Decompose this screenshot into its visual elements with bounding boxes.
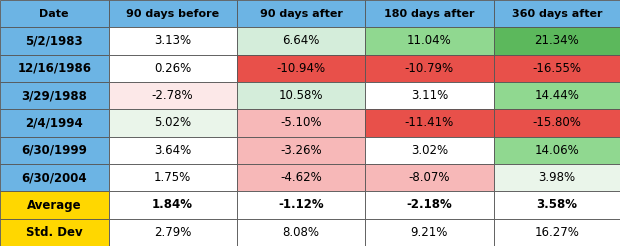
Text: 5.02%: 5.02% bbox=[154, 117, 191, 129]
Text: 6/30/1999: 6/30/1999 bbox=[21, 144, 87, 157]
Bar bbox=[237, 0, 365, 27]
Text: 3.02%: 3.02% bbox=[411, 144, 448, 157]
Text: 1.84%: 1.84% bbox=[152, 199, 193, 212]
Bar bbox=[108, 164, 237, 191]
Text: -1.12%: -1.12% bbox=[278, 199, 324, 212]
Bar bbox=[365, 82, 494, 109]
Text: -16.55%: -16.55% bbox=[532, 62, 582, 75]
Bar bbox=[365, 191, 494, 219]
Bar bbox=[108, 137, 237, 164]
Text: -15.80%: -15.80% bbox=[533, 117, 581, 129]
Bar bbox=[0, 0, 108, 27]
Text: 180 days after: 180 days after bbox=[384, 9, 474, 19]
Bar bbox=[108, 109, 237, 137]
Text: 14.44%: 14.44% bbox=[534, 89, 579, 102]
Bar bbox=[237, 137, 365, 164]
Text: 3.11%: 3.11% bbox=[410, 89, 448, 102]
Bar bbox=[108, 55, 237, 82]
Text: -4.62%: -4.62% bbox=[280, 171, 322, 184]
Bar bbox=[494, 0, 620, 27]
Text: -10.79%: -10.79% bbox=[405, 62, 454, 75]
Text: 2.79%: 2.79% bbox=[154, 226, 192, 239]
Bar bbox=[0, 109, 108, 137]
Bar bbox=[494, 55, 620, 82]
Bar bbox=[494, 219, 620, 246]
Bar bbox=[0, 27, 108, 55]
Text: 3.64%: 3.64% bbox=[154, 144, 192, 157]
Text: 10.58%: 10.58% bbox=[279, 89, 323, 102]
Text: 3.13%: 3.13% bbox=[154, 34, 191, 47]
Bar bbox=[0, 82, 108, 109]
Bar bbox=[0, 219, 108, 246]
Text: 0.26%: 0.26% bbox=[154, 62, 192, 75]
Text: -11.41%: -11.41% bbox=[405, 117, 454, 129]
Bar bbox=[365, 109, 494, 137]
Bar bbox=[237, 82, 365, 109]
Bar bbox=[494, 109, 620, 137]
Text: -10.94%: -10.94% bbox=[277, 62, 326, 75]
Bar bbox=[108, 82, 237, 109]
Bar bbox=[237, 164, 365, 191]
Text: 6.64%: 6.64% bbox=[282, 34, 320, 47]
Bar bbox=[365, 0, 494, 27]
Bar bbox=[0, 55, 108, 82]
Bar bbox=[0, 164, 108, 191]
Text: 90 days after: 90 days after bbox=[260, 9, 342, 19]
Bar bbox=[365, 55, 494, 82]
Text: 3.98%: 3.98% bbox=[538, 171, 575, 184]
Bar bbox=[108, 27, 237, 55]
Text: -3.26%: -3.26% bbox=[280, 144, 322, 157]
Bar bbox=[0, 137, 108, 164]
Bar bbox=[494, 191, 620, 219]
Bar bbox=[237, 219, 365, 246]
Bar bbox=[237, 109, 365, 137]
Text: Std. Dev: Std. Dev bbox=[26, 226, 82, 239]
Text: 21.34%: 21.34% bbox=[534, 34, 579, 47]
Text: 12/16/1986: 12/16/1986 bbox=[17, 62, 91, 75]
Bar bbox=[108, 191, 237, 219]
Bar bbox=[108, 219, 237, 246]
Bar bbox=[365, 137, 494, 164]
Bar bbox=[494, 164, 620, 191]
Text: 5/2/1983: 5/2/1983 bbox=[25, 34, 83, 47]
Text: 8.08%: 8.08% bbox=[283, 226, 319, 239]
Bar bbox=[237, 55, 365, 82]
Text: 90 days before: 90 days before bbox=[126, 9, 219, 19]
Bar bbox=[494, 27, 620, 55]
Text: 16.27%: 16.27% bbox=[534, 226, 579, 239]
Text: 6/30/2004: 6/30/2004 bbox=[22, 171, 87, 184]
Text: Date: Date bbox=[40, 9, 69, 19]
Text: -5.10%: -5.10% bbox=[280, 117, 322, 129]
Text: 11.04%: 11.04% bbox=[407, 34, 452, 47]
Text: -2.18%: -2.18% bbox=[407, 199, 452, 212]
Text: -2.78%: -2.78% bbox=[152, 89, 193, 102]
Text: 3/29/1988: 3/29/1988 bbox=[21, 89, 87, 102]
Bar bbox=[365, 164, 494, 191]
Text: 9.21%: 9.21% bbox=[410, 226, 448, 239]
Bar bbox=[237, 191, 365, 219]
Bar bbox=[0, 191, 108, 219]
Text: 2/4/1994: 2/4/1994 bbox=[25, 117, 83, 129]
Text: 3.58%: 3.58% bbox=[536, 199, 577, 212]
Text: 1.75%: 1.75% bbox=[154, 171, 192, 184]
Bar bbox=[494, 137, 620, 164]
Bar bbox=[237, 27, 365, 55]
Text: 14.06%: 14.06% bbox=[534, 144, 579, 157]
Text: Average: Average bbox=[27, 199, 82, 212]
Text: 360 days after: 360 days after bbox=[512, 9, 602, 19]
Bar bbox=[108, 0, 237, 27]
Bar bbox=[494, 82, 620, 109]
Text: -8.07%: -8.07% bbox=[409, 171, 450, 184]
Bar bbox=[365, 219, 494, 246]
Bar bbox=[365, 27, 494, 55]
